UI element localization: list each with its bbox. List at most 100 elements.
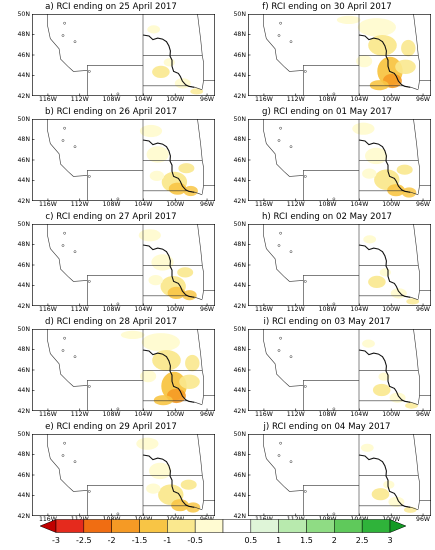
map-border: [32, 329, 215, 411]
lat-label: 44N: [17, 492, 30, 499]
lon-label: 100W: [382, 306, 401, 313]
panel-title: a) RCI ending on 25 April 2017: [45, 2, 177, 12]
lat-label: 46N: [233, 156, 246, 164]
map-border: [248, 14, 431, 96]
anomaly-area: [139, 124, 163, 138]
state-border: [197, 224, 203, 266]
lat-label: 42N: [17, 302, 30, 310]
state-border: [202, 55, 204, 89]
lat-label: 42N: [17, 92, 30, 100]
colorbar-tick-label: 3: [387, 536, 393, 545]
colorbar-segment: [389, 519, 406, 533]
lon-label: 108W: [102, 306, 121, 313]
lake: [116, 92, 120, 96]
anomaly-area: [174, 78, 191, 89]
lat-label: 42N: [17, 407, 30, 415]
lake: [279, 336, 282, 340]
colorbar-segment: [334, 519, 363, 533]
colorbar-tick-label: -0.5: [187, 536, 203, 545]
lake: [61, 349, 65, 352]
anomaly-area: [182, 290, 197, 301]
missouri-river: [142, 34, 195, 88]
lat-label: 50N: [233, 220, 246, 228]
lat-label: 46N: [233, 261, 246, 269]
lat-label: 46N: [233, 51, 246, 59]
colorbar-tick-label: 2.5: [355, 536, 369, 545]
lake: [303, 385, 307, 388]
lat-label: 44N: [233, 72, 246, 79]
lat-label: 42N: [233, 302, 246, 310]
lake: [63, 231, 66, 235]
map-panel: d) RCI ending on 28 April 2017 50N 48N 46N 4…: [6, 317, 216, 423]
map-border: [248, 224, 431, 306]
missouri-river: [142, 454, 195, 508]
map-panel: e) RCI ending on 29 April 2017 50N 48N 46N 4…: [6, 422, 216, 528]
missouri-river: [358, 139, 411, 193]
anomaly-area: [146, 146, 169, 163]
lon-label: 108W: [102, 96, 121, 103]
lat-label: 48N: [233, 31, 246, 38]
lon-label: 96W: [200, 201, 215, 208]
colorbar-segment: [40, 519, 57, 533]
anomaly-area: [390, 288, 407, 299]
lat-label: 46N: [17, 261, 30, 269]
lake: [332, 197, 336, 201]
lon-label: 112W: [70, 411, 89, 418]
lake: [277, 139, 281, 142]
lat-label: 42N: [17, 197, 30, 205]
colorbar-segment: [306, 519, 335, 533]
lon-label: 108W: [102, 201, 121, 208]
lake: [61, 34, 65, 37]
lon-label: 100W: [166, 306, 185, 313]
lon-label: 104W: [134, 96, 153, 103]
anomaly-area: [401, 39, 416, 57]
panel-title: j) RCI ending on 04 May 2017: [263, 422, 391, 432]
anomaly-area: [362, 168, 377, 179]
map-border: [32, 14, 215, 96]
lon-label: 108W: [102, 411, 121, 418]
colorbar-segment: [139, 519, 168, 533]
anomaly-area: [387, 184, 405, 197]
state-border: [263, 224, 304, 282]
lake: [116, 407, 120, 411]
map-frame: [248, 224, 431, 306]
colorbar-strip: [40, 519, 406, 533]
anomaly-area: [146, 483, 161, 494]
lon-label: 96W: [200, 306, 215, 313]
map-frame: [32, 119, 215, 201]
colorbar-tick-label: 1.5: [300, 536, 313, 545]
lake: [61, 454, 65, 457]
lat-label: 46N: [17, 366, 30, 374]
anomaly-area: [179, 374, 200, 389]
lake: [279, 126, 282, 130]
lon-label: 112W: [286, 306, 305, 313]
lat-label: 46N: [233, 471, 246, 479]
colorbar-segment: [83, 519, 112, 533]
colorbar-segment: [250, 519, 279, 533]
lake: [73, 145, 77, 149]
state-border: [418, 55, 420, 89]
anomaly-area: [185, 354, 200, 372]
lon-label: 104W: [134, 306, 153, 313]
anomaly-area: [120, 330, 145, 339]
colorbar-tick-label: -3: [52, 536, 60, 545]
anomaly-area: [372, 383, 391, 397]
anomaly-area: [168, 182, 187, 195]
state-border: [418, 370, 420, 404]
lat-label: 42N: [233, 512, 246, 520]
anomaly-area: [152, 65, 170, 78]
colorbar-segment: [55, 519, 85, 533]
lon-label: 96W: [416, 411, 431, 418]
lake: [63, 336, 66, 340]
lat-label: 48N: [17, 241, 30, 248]
lat-label: 50N: [17, 430, 30, 438]
lake: [279, 441, 282, 445]
state-border: [47, 434, 88, 492]
state-border: [197, 14, 203, 56]
colorbar-segment: [361, 519, 391, 533]
lake: [73, 355, 77, 359]
lon-label: 100W: [166, 96, 185, 103]
lon-label: 108W: [318, 306, 337, 313]
missouri-river: [358, 349, 411, 403]
anomaly-area: [178, 163, 195, 174]
